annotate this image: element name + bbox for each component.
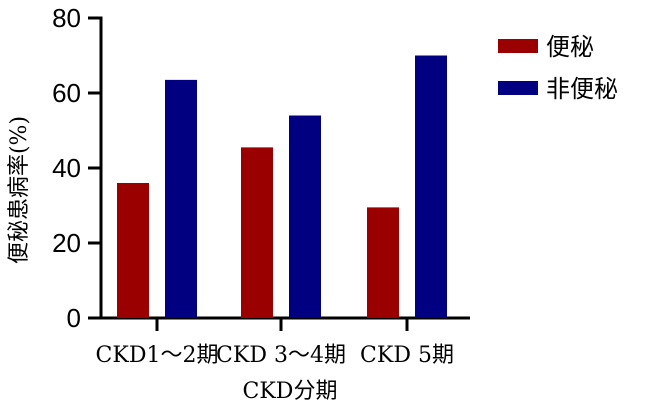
y-tick-label: 80: [52, 3, 81, 33]
y-axis-title: 便秘患病率(%): [7, 116, 32, 264]
legend-label: 非便秘: [546, 75, 618, 103]
y-tick-label: 0: [67, 303, 81, 333]
y-axis: 0 20 40 60 80: [52, 3, 103, 333]
x-axis-title: CKD分期: [243, 379, 338, 404]
y-tick-label: 60: [52, 78, 81, 108]
bar: [367, 207, 399, 318]
x-tick-label: CKD 5期: [360, 343, 454, 368]
bars: [117, 55, 447, 318]
y-tick-label: 40: [52, 153, 81, 183]
bar: [165, 79, 197, 318]
x-tick-label: CKD 3～4期: [216, 343, 346, 368]
y-tick-label: 20: [52, 228, 81, 258]
legend-swatch: [498, 39, 538, 53]
x-tick-label: CKD1～2期: [96, 343, 219, 368]
bar: [289, 115, 321, 318]
legend-label: 便秘: [546, 33, 594, 61]
bar: [117, 183, 149, 318]
bar: [415, 55, 447, 318]
legend-swatch: [498, 81, 538, 95]
bar: [241, 147, 273, 318]
